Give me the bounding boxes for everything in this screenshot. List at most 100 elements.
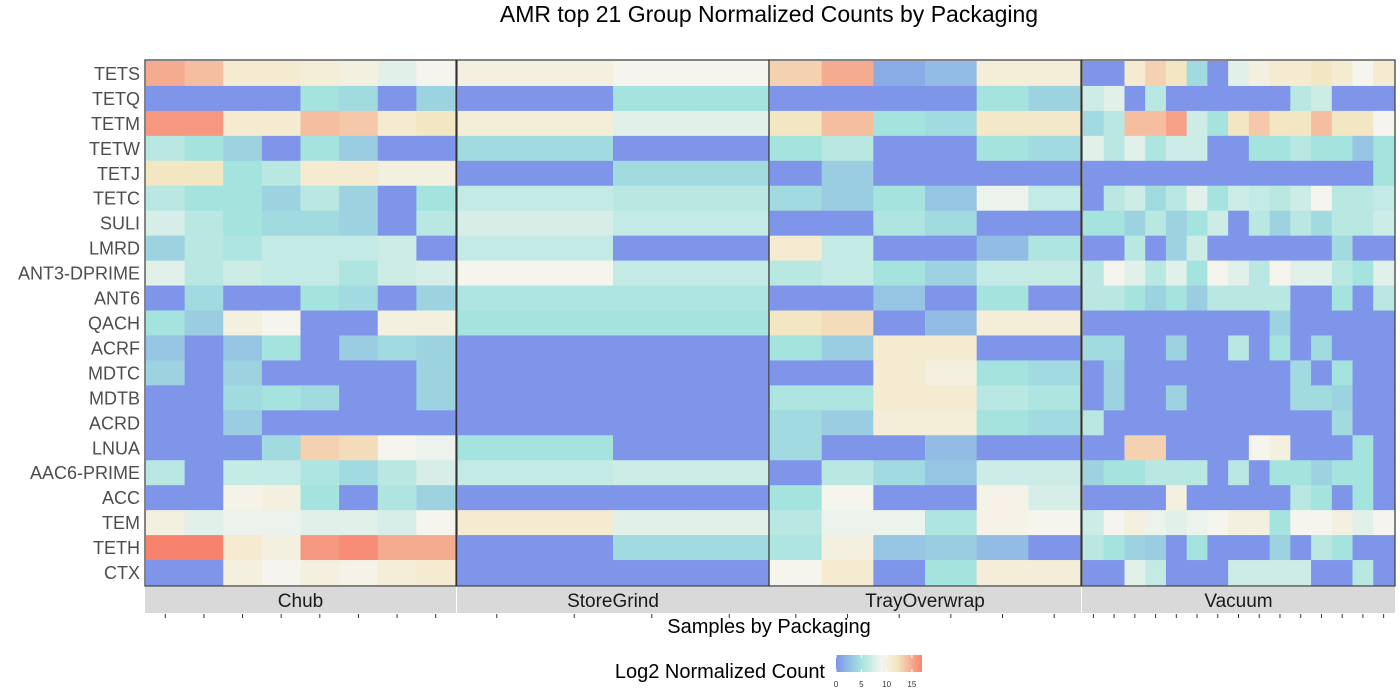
heatmap-cell <box>1248 535 1270 561</box>
heatmap-cell <box>1248 485 1270 511</box>
heatmap-cell <box>1028 210 1081 237</box>
heatmap-cell <box>1207 485 1229 511</box>
heatmap-cell <box>925 410 978 436</box>
heatmap-cell <box>770 535 823 561</box>
heatmap-cell <box>1124 335 1146 361</box>
heatmap-cell <box>613 535 691 561</box>
heatmap-cell <box>261 210 301 237</box>
heatmap-cell <box>873 185 926 212</box>
heatmap-cell <box>1207 410 1229 436</box>
row-label: SULI <box>100 214 140 234</box>
heatmap-cell <box>821 160 874 187</box>
heatmap-cell <box>1145 410 1167 436</box>
heatmap-cell <box>146 310 186 336</box>
heatmap-cell <box>300 285 340 311</box>
heatmap-cell <box>770 260 823 286</box>
heatmap-cell <box>1248 285 1270 311</box>
heatmap-cell <box>146 160 186 187</box>
heatmap-cell <box>690 510 769 536</box>
legend-title: Log2 Normalized Count <box>615 661 826 683</box>
heatmap-cell <box>925 135 978 162</box>
heatmap-cell <box>1083 435 1105 461</box>
heatmap-cell <box>339 485 379 511</box>
heatmap-cell <box>146 410 186 436</box>
heatmap-cell <box>821 235 874 262</box>
heatmap-cell <box>416 135 456 162</box>
heatmap-cell <box>458 310 536 336</box>
heatmap-cell <box>1248 335 1270 361</box>
heatmap-cell <box>535 360 614 386</box>
heatmap-cell <box>1331 535 1353 561</box>
heatmap-cell <box>1103 410 1125 436</box>
heatmap-cell <box>261 535 301 561</box>
heatmap-cell <box>976 61 1029 87</box>
heatmap-cell <box>1028 360 1081 386</box>
heatmap-cell <box>1165 135 1188 162</box>
heatmap-cell <box>416 560 456 586</box>
heatmap-cell <box>1331 210 1353 237</box>
heatmap-cell <box>925 560 978 586</box>
heatmap-cell <box>1331 510 1353 536</box>
heatmap-cell <box>873 510 926 536</box>
heatmap-cell <box>1145 335 1167 361</box>
heatmap-cell <box>184 510 224 536</box>
heatmap-cell <box>416 410 456 436</box>
heatmap-cell <box>339 510 379 536</box>
heatmap-cell <box>1228 435 1250 461</box>
heatmap-cell <box>300 260 340 286</box>
heatmap-cell <box>1248 310 1270 336</box>
heatmap-cell <box>1083 510 1105 536</box>
heatmap-cell <box>690 310 769 336</box>
heatmap-cell <box>1028 85 1081 112</box>
heatmap-cell <box>184 335 224 361</box>
heatmap-cell <box>1103 535 1125 561</box>
heatmap-cell <box>261 285 301 311</box>
heatmap-cell <box>1228 285 1250 311</box>
heatmap-cell <box>261 185 301 212</box>
color-legend: Log2 Normalized Count 0 5 10 15 <box>615 655 922 689</box>
heatmap-cell <box>1352 85 1374 112</box>
heatmap-cell <box>1228 535 1250 561</box>
heatmap-cell <box>1083 160 1105 187</box>
heatmap-cell <box>1145 185 1167 212</box>
heatmap-cell <box>377 335 417 361</box>
heatmap-cell <box>770 85 823 112</box>
heatmap-cell <box>1165 460 1188 486</box>
heatmap-cell <box>1228 210 1250 237</box>
heatmap-cell <box>339 185 379 212</box>
heatmap-cell <box>1311 510 1333 536</box>
heatmap-cell <box>770 435 823 461</box>
heatmap-cell <box>300 210 340 237</box>
heatmap-cell <box>339 110 379 137</box>
panel-border <box>144 59 457 587</box>
heatmap-cell <box>1352 335 1374 361</box>
heatmap-cell <box>300 435 340 461</box>
heatmap-cell <box>1373 160 1395 187</box>
heatmap-cell <box>873 210 926 237</box>
heatmap-cell <box>377 260 417 286</box>
heatmap-cell <box>1290 185 1312 212</box>
heatmap-cell <box>613 560 691 586</box>
heatmap-cell <box>613 85 691 112</box>
heatmap-cell <box>1373 535 1395 561</box>
row-label: TETQ <box>92 89 140 109</box>
heatmap-cell <box>300 61 340 87</box>
heatmap-cell <box>925 61 978 87</box>
heatmap-cell <box>1352 110 1374 137</box>
heatmap-cell <box>458 435 536 461</box>
heatmap-cell <box>1331 485 1353 511</box>
row-label: MDTB <box>89 388 140 408</box>
heatmap-cell <box>770 310 823 336</box>
heatmap-cell <box>1145 285 1167 311</box>
row-label: LMRD <box>89 239 140 259</box>
heatmap-cell <box>1083 85 1105 112</box>
heatmap-cell <box>1145 85 1167 112</box>
heatmap-cell <box>1028 510 1081 536</box>
heatmap-cell <box>976 460 1029 486</box>
heatmap-cell <box>1165 360 1188 386</box>
heatmap-cell <box>1311 360 1333 386</box>
heatmap-cell <box>976 335 1029 361</box>
heatmap-cell <box>1028 110 1081 137</box>
heatmap-cell <box>925 485 978 511</box>
heatmap-cell <box>458 335 536 361</box>
